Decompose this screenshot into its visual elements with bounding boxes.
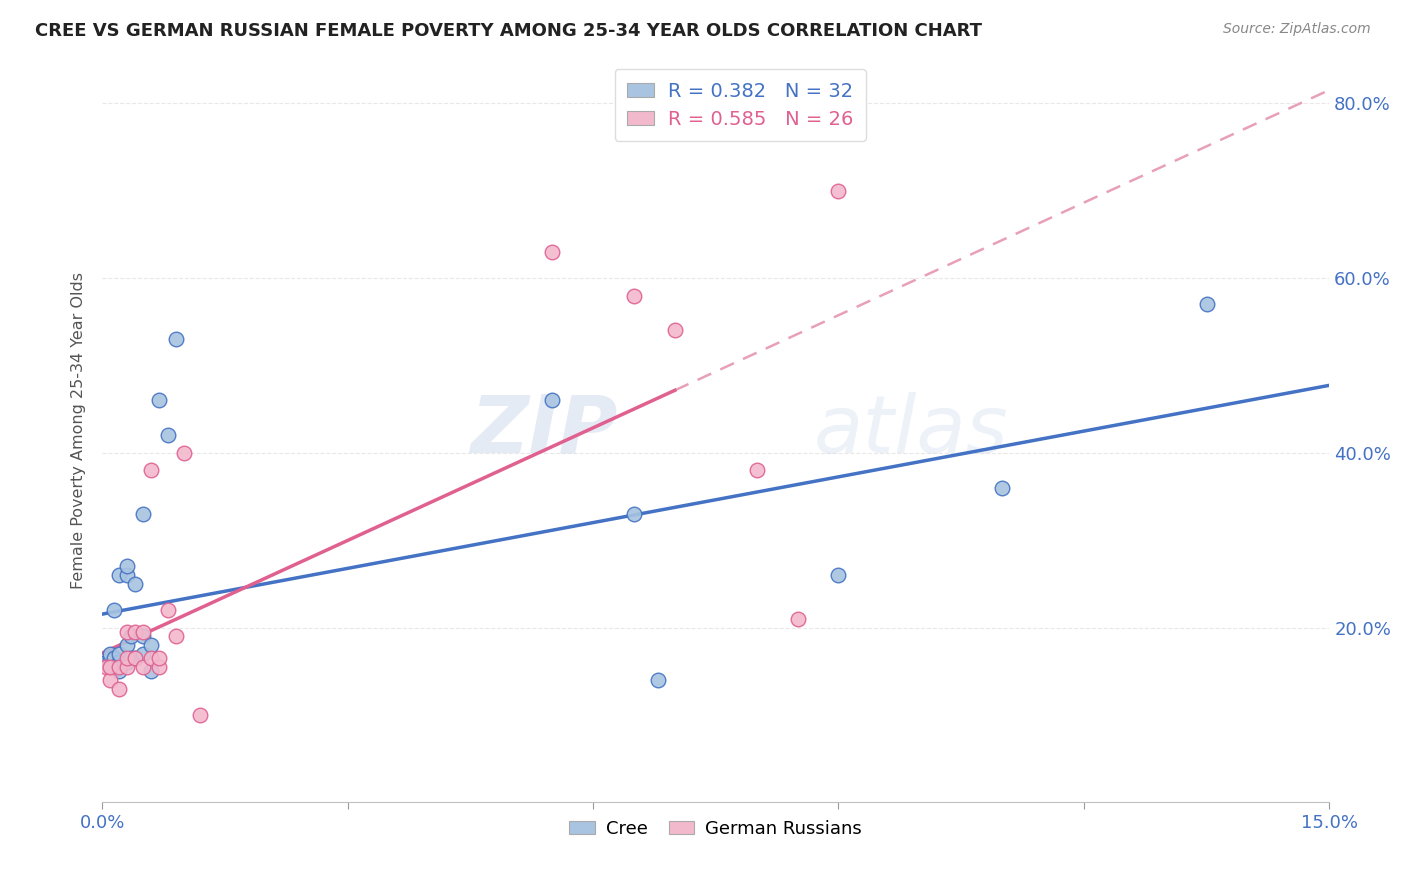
Point	[165, 332, 187, 346]
Point	[107, 656, 129, 670]
Point	[156, 603, 179, 617]
Point	[107, 664, 129, 678]
Point	[132, 647, 155, 661]
Point	[100, 651, 122, 665]
Point	[103, 603, 125, 617]
Point	[647, 673, 669, 687]
Point	[1195, 297, 1218, 311]
Point	[115, 656, 138, 670]
Point	[132, 629, 155, 643]
Text: ZIP: ZIP	[470, 392, 617, 470]
Point	[148, 651, 170, 665]
Text: atlas: atlas	[814, 392, 1008, 470]
Point	[991, 481, 1014, 495]
Point	[623, 288, 645, 302]
Point	[124, 651, 146, 665]
Point	[107, 681, 129, 696]
Text: Source: ZipAtlas.com: Source: ZipAtlas.com	[1223, 22, 1371, 37]
Point	[190, 707, 212, 722]
Point	[124, 651, 146, 665]
Point	[100, 647, 122, 661]
Point	[115, 651, 138, 665]
Point	[115, 624, 138, 639]
Point	[132, 507, 155, 521]
Point	[100, 660, 122, 674]
Text: CREE VS GERMAN RUSSIAN FEMALE POVERTY AMONG 25-34 YEAR OLDS CORRELATION CHART: CREE VS GERMAN RUSSIAN FEMALE POVERTY AM…	[35, 22, 983, 40]
Point	[132, 624, 155, 639]
Point	[132, 660, 155, 674]
Point	[115, 638, 138, 652]
Point	[103, 651, 125, 665]
Point	[115, 568, 138, 582]
Legend: Cree, German Russians: Cree, German Russians	[562, 813, 869, 846]
Point	[745, 463, 768, 477]
Point	[124, 624, 146, 639]
Point	[124, 577, 146, 591]
Point	[107, 568, 129, 582]
Point	[156, 428, 179, 442]
Y-axis label: Female Poverty Among 25-34 Year Olds: Female Poverty Among 25-34 Year Olds	[72, 272, 86, 590]
Point	[115, 660, 138, 674]
Point	[96, 656, 118, 670]
Point	[141, 463, 163, 477]
Point	[623, 507, 645, 521]
Point	[165, 629, 187, 643]
Point	[141, 664, 163, 678]
Point	[827, 184, 849, 198]
Point	[141, 651, 163, 665]
Point	[96, 660, 118, 674]
Point	[100, 673, 122, 687]
Point	[173, 446, 195, 460]
Point	[107, 660, 129, 674]
Point	[107, 647, 129, 661]
Point	[115, 559, 138, 574]
Point	[541, 244, 564, 259]
Point	[541, 393, 564, 408]
Point	[100, 660, 122, 674]
Point	[664, 323, 686, 337]
Point	[120, 651, 142, 665]
Point	[120, 629, 142, 643]
Point	[141, 638, 163, 652]
Point	[148, 660, 170, 674]
Point	[786, 612, 808, 626]
Point	[148, 393, 170, 408]
Point	[827, 568, 849, 582]
